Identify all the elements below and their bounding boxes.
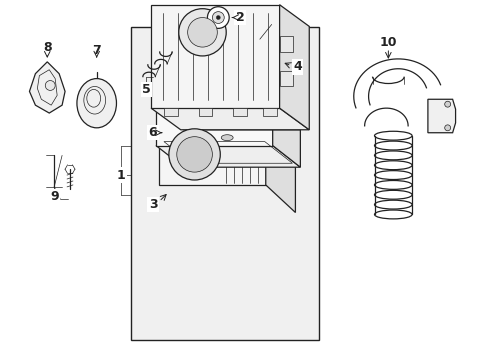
- Polygon shape: [428, 99, 456, 133]
- Text: 7: 7: [92, 44, 101, 57]
- Polygon shape: [159, 124, 295, 152]
- Text: 1: 1: [117, 168, 126, 181]
- Circle shape: [207, 7, 229, 28]
- Text: 2: 2: [236, 11, 245, 24]
- Polygon shape: [263, 108, 277, 116]
- Text: 4: 4: [293, 60, 302, 73]
- Circle shape: [177, 137, 212, 172]
- Text: 9: 9: [50, 190, 58, 203]
- Text: 3: 3: [149, 198, 157, 211]
- Polygon shape: [272, 108, 300, 167]
- Ellipse shape: [221, 135, 233, 141]
- Polygon shape: [280, 5, 309, 130]
- FancyBboxPatch shape: [131, 27, 319, 339]
- Polygon shape: [151, 108, 309, 130]
- Circle shape: [179, 9, 226, 56]
- Polygon shape: [156, 108, 300, 130]
- Polygon shape: [233, 108, 247, 116]
- Circle shape: [216, 15, 220, 19]
- Ellipse shape: [77, 78, 117, 128]
- Polygon shape: [198, 108, 212, 116]
- Polygon shape: [178, 116, 190, 124]
- Circle shape: [445, 125, 451, 131]
- Polygon shape: [156, 108, 272, 145]
- Circle shape: [212, 12, 224, 23]
- Polygon shape: [156, 145, 300, 167]
- Text: 5: 5: [142, 83, 150, 96]
- Polygon shape: [164, 108, 178, 116]
- Circle shape: [169, 129, 220, 180]
- Text: 8: 8: [43, 41, 51, 54]
- Circle shape: [188, 18, 218, 47]
- Text: 10: 10: [380, 36, 397, 49]
- Polygon shape: [159, 124, 266, 185]
- Polygon shape: [280, 71, 294, 86]
- Text: 6: 6: [149, 126, 157, 139]
- Polygon shape: [151, 5, 280, 108]
- Circle shape: [45, 81, 55, 90]
- Circle shape: [445, 101, 451, 107]
- Polygon shape: [29, 62, 65, 113]
- Polygon shape: [280, 36, 294, 52]
- Polygon shape: [237, 116, 249, 124]
- Polygon shape: [266, 124, 295, 212]
